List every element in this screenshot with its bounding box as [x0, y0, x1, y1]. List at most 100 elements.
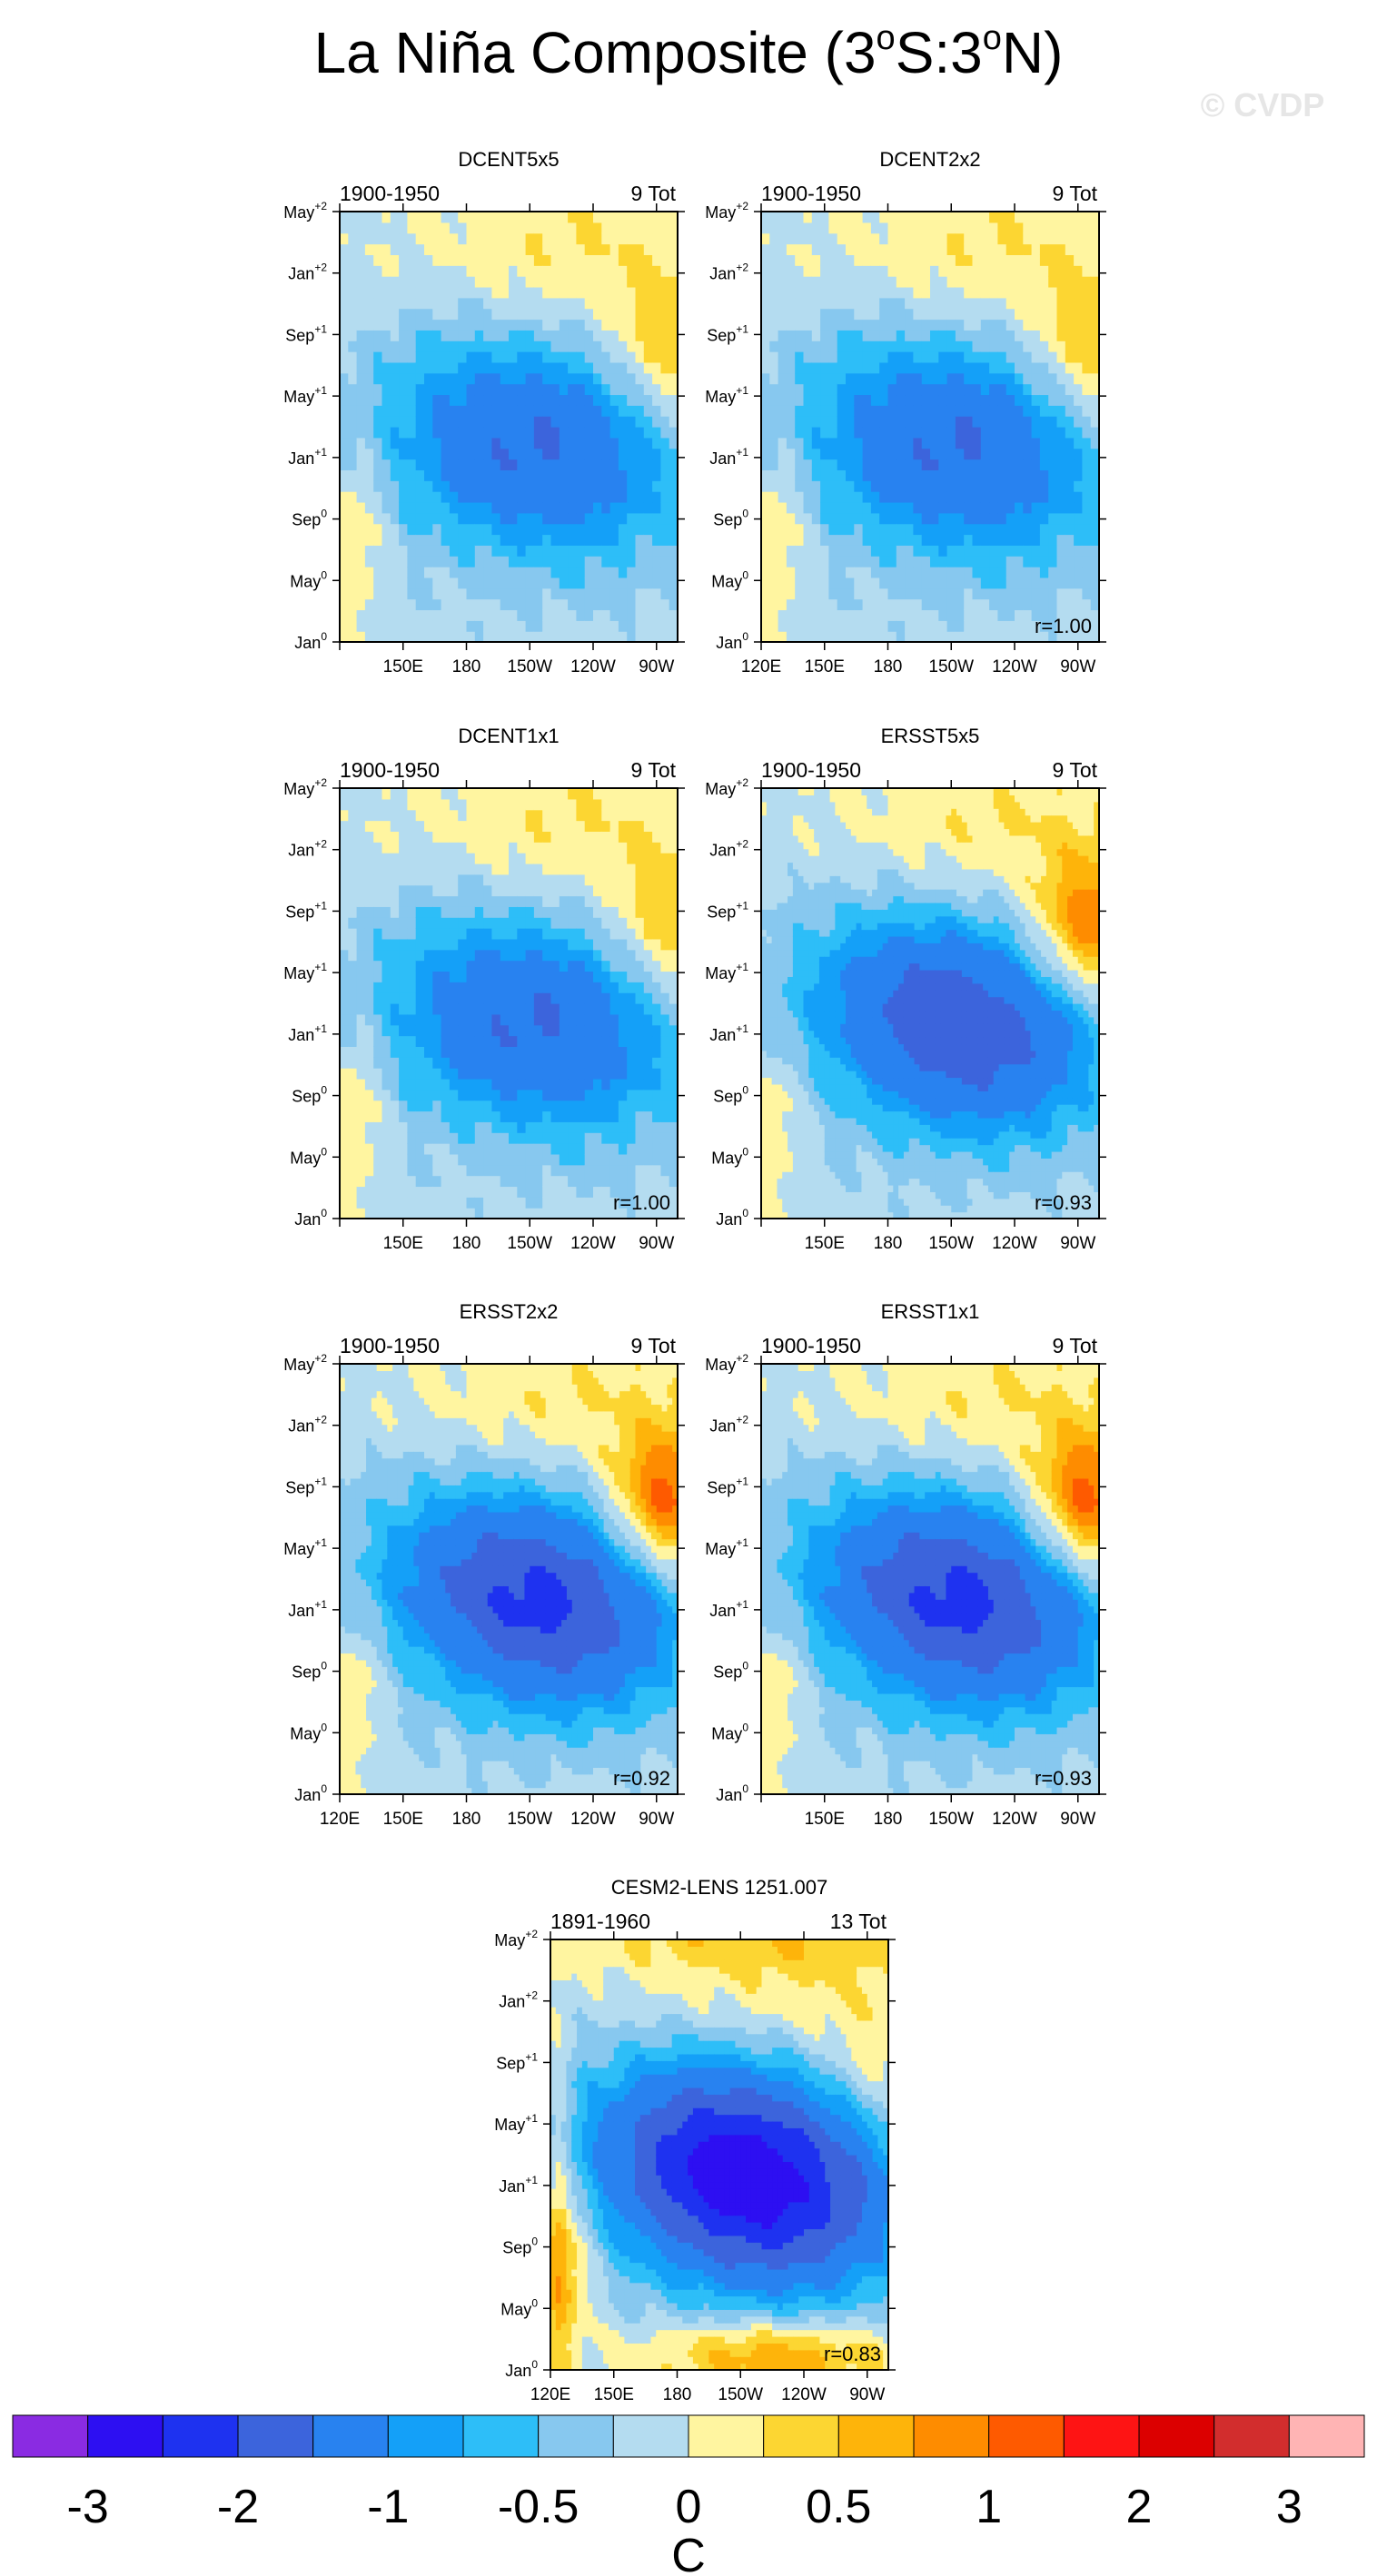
- heatmap-cell: [601, 1110, 611, 1122]
- heatmap-cell: [474, 884, 484, 897]
- heatmap-cell: [660, 469, 670, 481]
- heatmap-cell: [609, 831, 619, 843]
- heatmap-cell: [972, 330, 982, 341]
- heatmap-cell: [769, 448, 779, 460]
- heatmap-cell: [415, 448, 425, 460]
- heatmap-cell: [491, 534, 501, 546]
- heatmap-cell: [525, 361, 535, 374]
- heatmap-cell: [415, 222, 425, 234]
- heatmap-cell: [424, 545, 433, 557]
- heatmap-cell: [921, 534, 931, 546]
- heatmap-cell: [458, 427, 468, 439]
- heatmap-cell: [989, 232, 998, 245]
- heatmap-cell: [1090, 587, 1099, 600]
- heatmap-cell: [584, 917, 594, 929]
- heatmap-cell: [500, 1046, 510, 1058]
- heatmap-cell: [364, 1068, 374, 1080]
- heatmap-cell: [550, 1121, 560, 1133]
- heatmap-cell: [1065, 598, 1075, 611]
- heatmap-cell: [1039, 222, 1049, 234]
- heatmap-cell: [424, 1057, 433, 1069]
- heatmap-cell: [474, 212, 484, 223]
- heatmap-cell: [441, 212, 451, 223]
- heatmap-cell: [381, 971, 391, 982]
- heatmap-cell: [879, 372, 889, 385]
- heatmap-cell: [348, 906, 358, 918]
- heatmap-cell: [559, 820, 569, 832]
- heatmap-cell: [364, 960, 374, 972]
- heatmap-cell: [525, 341, 535, 352]
- heatmap-cell: [761, 372, 770, 385]
- heatmap-cell: [576, 853, 586, 864]
- heatmap-cell: [862, 330, 872, 341]
- heatmap-cell: [593, 992, 602, 1004]
- heatmap-cell: [415, 351, 425, 363]
- heatmap-cell: [424, 297, 433, 310]
- heatmap-cell: [517, 831, 527, 843]
- heatmap-cell: [769, 587, 779, 600]
- heatmap-cell: [491, 949, 501, 962]
- heatmap-cell: [1031, 501, 1041, 514]
- heatmap-cell: [601, 863, 611, 875]
- heatmap-cell: [415, 587, 425, 600]
- heatmap-cell: [1048, 330, 1058, 341]
- heatmap-cell: [854, 556, 864, 568]
- heatmap-cell: [972, 501, 982, 514]
- heatmap-cell: [938, 512, 948, 525]
- heatmap-cell: [458, 394, 468, 406]
- heatmap-cell: [669, 319, 678, 331]
- heatmap-cell: [618, 598, 628, 611]
- heatmap-cell: [568, 809, 577, 822]
- heatmap-cell: [474, 587, 484, 600]
- heatmap-cell: [828, 631, 838, 642]
- heatmap-cell: [1039, 459, 1049, 470]
- heatmap-cell: [491, 809, 501, 822]
- heatmap-cell: [517, 556, 527, 568]
- heatmap-cell: [381, 949, 391, 962]
- heatmap-cell: [795, 545, 805, 557]
- heatmap-cell: [1048, 609, 1058, 621]
- heatmap-cell: [652, 863, 661, 875]
- heatmap-cell: [399, 469, 408, 481]
- heatmap-cell: [415, 232, 425, 245]
- heatmap-cell: [340, 427, 349, 439]
- heatmap-cell: [399, 545, 408, 557]
- heatmap-cell: [938, 480, 948, 492]
- heatmap-cell: [517, 982, 527, 993]
- heatmap-cell: [1023, 232, 1033, 245]
- heatmap-cell: [407, 1078, 417, 1091]
- heatmap-cell: [568, 820, 577, 832]
- heatmap-cell: [517, 577, 527, 589]
- heatmap-cell: [635, 341, 645, 352]
- heatmap-cell: [896, 631, 906, 642]
- heatmap-cell: [356, 480, 366, 492]
- heatmap-cell: [458, 405, 468, 417]
- heatmap-cell: [533, 459, 543, 470]
- heatmap-cell: [879, 297, 889, 310]
- heatmap-cell: [491, 416, 501, 428]
- heatmap-cell: [483, 276, 492, 288]
- heatmap-cell: [550, 297, 560, 310]
- heatmap-cell: [483, 459, 492, 470]
- heatmap-cell: [415, 620, 425, 632]
- heatmap-cell: [669, 212, 678, 223]
- heatmap-cell: [1031, 276, 1041, 288]
- heatmap-cell: [373, 884, 383, 897]
- heatmap-cell: [432, 1186, 442, 1198]
- heatmap-cell: [846, 297, 855, 310]
- heatmap-cell: [491, 567, 501, 578]
- heatmap-cell: [509, 297, 518, 310]
- heatmap-cell: [415, 556, 425, 568]
- heatmap-cell: [340, 351, 349, 363]
- heatmap-cell: [466, 222, 476, 234]
- heatmap-cell: [576, 1035, 586, 1047]
- heatmap-cell: [601, 853, 611, 864]
- heatmap-cell: [854, 319, 864, 331]
- heatmap-cell: [424, 609, 433, 621]
- heatmap-cell: [778, 501, 788, 514]
- heatmap-cell: [533, 330, 543, 341]
- heatmap-cell: [407, 448, 417, 460]
- heatmap-cell: [474, 1100, 484, 1112]
- heatmap-cell: [601, 212, 611, 223]
- heatmap-cell: [618, 254, 628, 266]
